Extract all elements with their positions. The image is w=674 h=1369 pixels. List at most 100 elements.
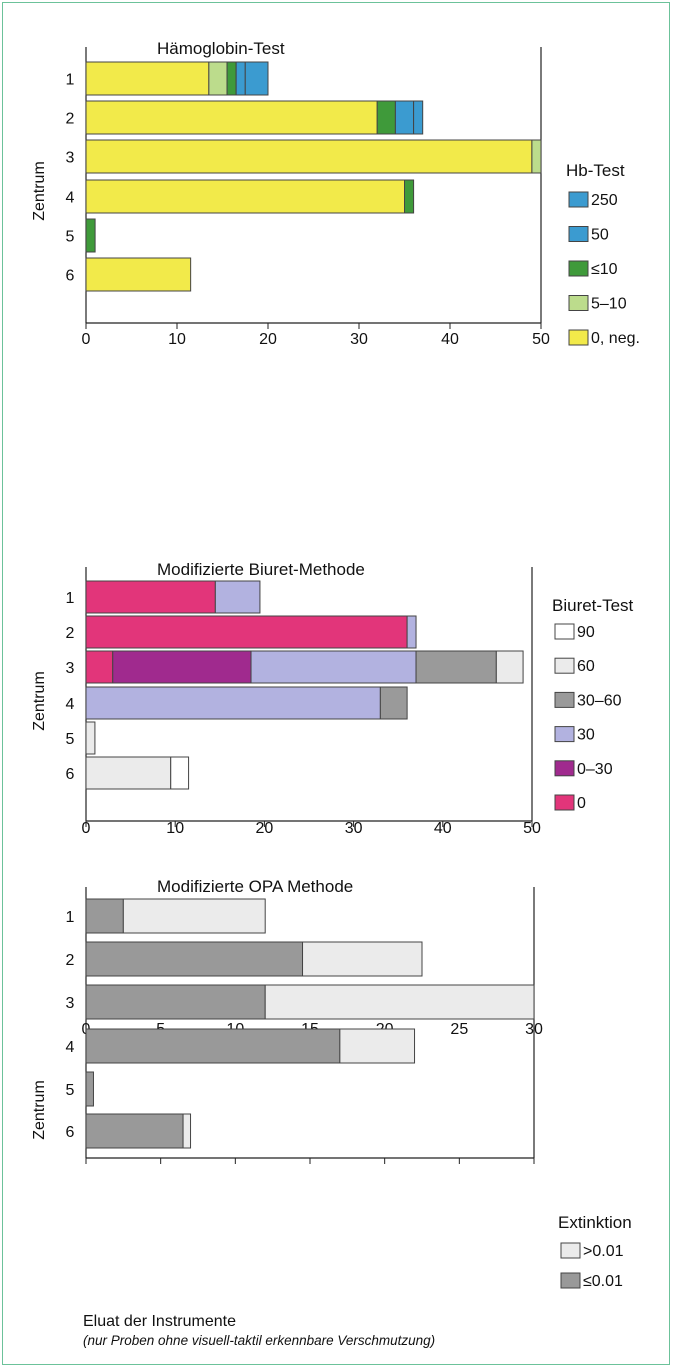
bar-segment bbox=[376, 100, 396, 135]
chart-title: Modifizierte OPA Methode bbox=[157, 877, 353, 896]
bar-segment bbox=[85, 756, 172, 790]
legend-swatch bbox=[554, 657, 575, 674]
legend-swatch bbox=[568, 226, 589, 242]
legend-swatch bbox=[568, 260, 589, 277]
category-label: 3 bbox=[66, 150, 75, 167]
legend-swatch bbox=[554, 691, 575, 708]
category-label: 6 bbox=[66, 1124, 75, 1141]
y-axis-label: Zentrum bbox=[31, 671, 48, 731]
legend-swatch bbox=[560, 1272, 581, 1289]
bar-segment bbox=[394, 100, 415, 135]
bar-segment bbox=[85, 257, 192, 292]
legend-label: 0, neg. bbox=[591, 330, 640, 347]
chart-title: Modifizierte Biuret-Methode bbox=[157, 560, 365, 579]
legend-swatch bbox=[554, 726, 575, 743]
bar-segment bbox=[182, 1113, 192, 1149]
bar-segment bbox=[85, 1071, 94, 1107]
legend-label: ≤10 bbox=[591, 261, 618, 278]
y-axis-label: Zentrum bbox=[31, 1080, 48, 1140]
category-label: 3 bbox=[66, 660, 75, 677]
x-tick-label: 40 bbox=[434, 820, 452, 837]
legend-swatch bbox=[554, 760, 575, 777]
bar-segment bbox=[415, 650, 497, 684]
category-label: 2 bbox=[66, 111, 75, 128]
bar-segment bbox=[85, 1028, 341, 1064]
x-tick-label: 50 bbox=[523, 820, 541, 837]
x-tick-label: 0 bbox=[82, 331, 91, 348]
chart-3: Modifizierte OPA Methode051015202530Zent… bbox=[31, 877, 632, 1290]
x-tick-label: 30 bbox=[525, 1021, 543, 1038]
legend-title: Extinktion bbox=[558, 1213, 632, 1232]
bar-segment bbox=[531, 139, 542, 174]
bar-segment bbox=[170, 756, 190, 790]
category-label: 4 bbox=[66, 1039, 75, 1056]
x-tick-label: 30 bbox=[350, 331, 368, 348]
bar-segment bbox=[208, 61, 228, 96]
bar-segment bbox=[85, 721, 96, 755]
category-label: 5 bbox=[66, 229, 75, 246]
chart-1: Hämoglobin-Test 0 10 20 30 40 50 Zentrum 1 2 3 4 5 6 H… bbox=[31, 39, 640, 348]
bar-segment bbox=[85, 218, 96, 253]
footer: Eluat der Instrumente (nur Proben ohne v… bbox=[83, 1312, 663, 1349]
category-label: 1 bbox=[66, 72, 75, 89]
category-label: 5 bbox=[66, 731, 75, 748]
bar-segment bbox=[302, 941, 423, 977]
bar-segment bbox=[85, 650, 114, 684]
category-label: 4 bbox=[66, 696, 75, 713]
category-label: 2 bbox=[66, 952, 75, 969]
category-label: 3 bbox=[66, 995, 75, 1012]
x-tick-label: 10 bbox=[168, 331, 186, 348]
bar-segment bbox=[85, 1113, 184, 1149]
bar-segment bbox=[85, 179, 405, 214]
legend-label: 0–30 bbox=[577, 761, 613, 778]
bar-segment bbox=[235, 61, 246, 96]
x-tick-label: 10 bbox=[166, 820, 184, 837]
bar-segment bbox=[226, 61, 237, 96]
legend-swatch bbox=[568, 295, 589, 311]
x-tick-label: 20 bbox=[259, 331, 277, 348]
bar-segment bbox=[250, 650, 417, 684]
legend-label: 30–60 bbox=[577, 692, 622, 709]
legend-label: 30 bbox=[577, 727, 595, 744]
bar-segment bbox=[85, 898, 124, 934]
x-tick-label: 30 bbox=[345, 820, 363, 837]
bar-segment bbox=[85, 941, 304, 977]
bar-segment bbox=[495, 650, 524, 684]
legend-swatch bbox=[568, 329, 589, 346]
chart-title: Hämoglobin-Test bbox=[157, 39, 285, 58]
x-tick-label: 20 bbox=[256, 820, 274, 837]
legend-title: Hb-Test bbox=[566, 161, 625, 180]
bar-segment bbox=[379, 686, 408, 720]
category-label: 1 bbox=[66, 909, 75, 926]
bar-segment bbox=[264, 984, 535, 1020]
legend-title: Biuret-Test bbox=[552, 596, 634, 615]
legend-swatch bbox=[568, 191, 589, 208]
bar-segment bbox=[112, 650, 252, 684]
category-label: 5 bbox=[66, 1082, 75, 1099]
bar-segment bbox=[85, 100, 378, 135]
legend-label: ≤0.01 bbox=[583, 1273, 623, 1290]
x-tick-label: 0 bbox=[82, 820, 91, 837]
bar-segment bbox=[85, 139, 533, 174]
legend-label: 90 bbox=[577, 624, 595, 641]
category-label: 1 bbox=[66, 590, 75, 607]
category-label: 4 bbox=[66, 190, 75, 207]
bar-segment bbox=[85, 615, 408, 649]
bar-segment bbox=[404, 179, 415, 214]
bar-segment bbox=[244, 61, 269, 96]
legend-swatch bbox=[554, 623, 575, 640]
x-tick-label: 50 bbox=[532, 331, 550, 348]
legend-label: 5–10 bbox=[591, 296, 627, 313]
legend-label: 0 bbox=[577, 795, 586, 812]
legend-label: 60 bbox=[577, 658, 595, 675]
bar-segment bbox=[214, 580, 261, 614]
legend-swatch bbox=[560, 1242, 581, 1259]
bar-segment bbox=[406, 615, 417, 649]
bar-segment bbox=[413, 100, 424, 135]
legend-label: 50 bbox=[591, 227, 609, 244]
x-tick-label: 25 bbox=[450, 1021, 468, 1038]
legend-label: >0.01 bbox=[583, 1243, 624, 1260]
legend-label: 250 bbox=[591, 192, 618, 209]
